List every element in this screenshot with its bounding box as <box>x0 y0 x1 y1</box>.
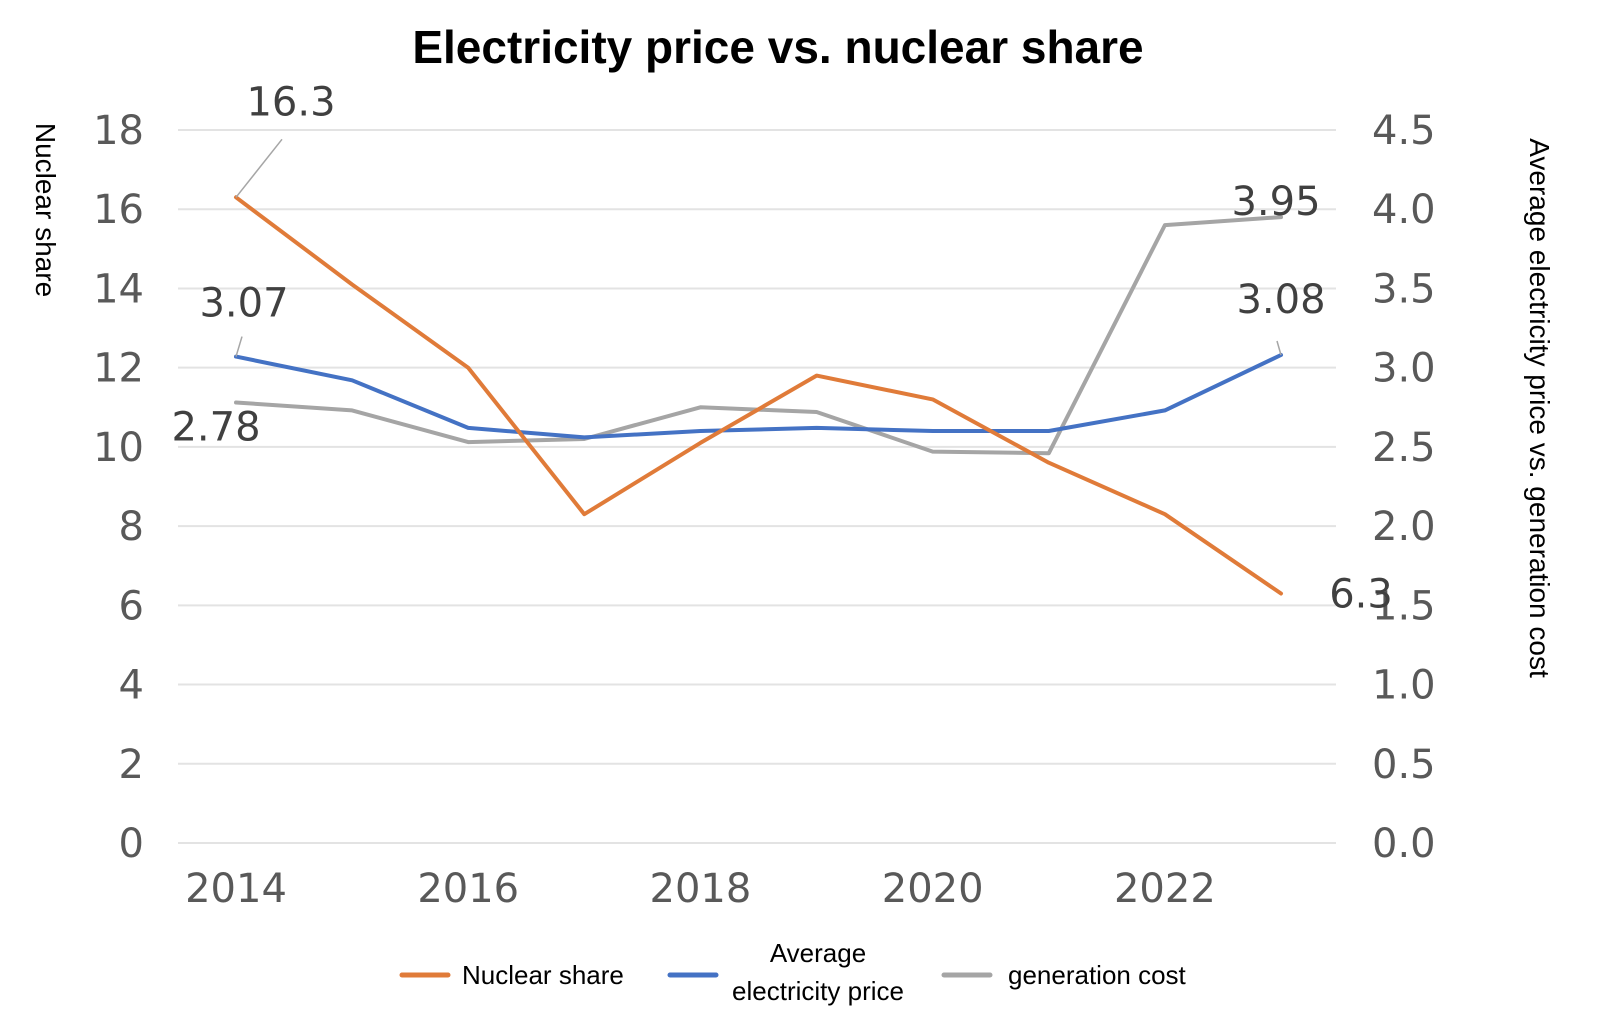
y-right-tick-label: 0.5 <box>1372 742 1436 788</box>
leader-line <box>235 336 243 357</box>
series-line-nuclear-share <box>234 195 1283 596</box>
legend: Nuclear share Average electricity price gen… <box>399 938 1187 1006</box>
y-left-tick-label: 8 <box>119 504 144 550</box>
data-label: 2.78 <box>171 405 260 451</box>
data-label: 3.08 <box>1236 277 1325 323</box>
series-lines <box>234 195 1283 596</box>
y-left-tick-label: 12 <box>93 346 144 392</box>
x-tick-label: 2022 <box>1114 866 1216 912</box>
x-tick-label: 2016 <box>417 866 519 912</box>
y-axis-right-ticks: 0.0 0.5 1.0 1.5 2.0 2.5 3.0 3.5 4.0 4.5 <box>1372 108 1436 867</box>
y-left-tick-label: 16 <box>93 187 144 233</box>
y-right-tick-label: 2.5 <box>1372 425 1436 471</box>
x-tick-label: 2020 <box>882 866 984 912</box>
y-left-tick-label: 18 <box>93 108 144 154</box>
legend-label: generation cost <box>1008 960 1187 990</box>
y-axis-left-title: Nuclear share <box>30 123 61 297</box>
gridlines <box>178 129 1336 844</box>
data-label: 3.07 <box>199 281 288 327</box>
leader-line <box>235 138 283 198</box>
y-left-tick-label: 6 <box>119 583 144 629</box>
leader-line <box>1276 340 1282 356</box>
y-axis-right-title: Average electricity price vs. generation… <box>1524 138 1555 678</box>
y-left-tick-label: 0 <box>119 821 144 867</box>
y-left-tick-label: 10 <box>93 425 144 471</box>
y-right-tick-label: 1.5 <box>1372 583 1436 629</box>
y-right-tick-label: 4.0 <box>1372 187 1436 233</box>
legend-label: Nuclear share <box>462 960 624 990</box>
x-tick-label: 2018 <box>650 866 752 912</box>
y-left-tick-label: 2 <box>119 742 144 788</box>
y-left-tick-label: 14 <box>93 266 144 312</box>
legend-label: electricity price <box>732 976 904 1006</box>
y-right-tick-label: 4.5 <box>1372 108 1436 154</box>
y-left-tick-label: 4 <box>119 663 144 709</box>
data-labels: 16.3 6.3 3.07 3.08 2.78 3.95 <box>171 79 1392 617</box>
legend-label: Average <box>770 938 866 968</box>
y-right-tick-label: 2.0 <box>1372 504 1436 550</box>
data-label: 6.3 <box>1329 571 1393 617</box>
x-axis-ticks: 2014 2016 2018 2020 2022 <box>185 866 1216 912</box>
data-label: 3.95 <box>1231 179 1320 225</box>
series-line-average-electricity-price <box>234 353 1283 440</box>
data-label-leader-lines <box>235 138 1282 357</box>
y-axis-left-ticks: 0 2 4 6 8 10 12 14 16 18 <box>93 108 144 867</box>
chart-title: Electricity price vs. nuclear share <box>412 21 1143 73</box>
y-right-tick-label: 1.0 <box>1372 663 1436 709</box>
y-right-tick-label: 0.0 <box>1372 821 1436 867</box>
y-right-tick-label: 3.5 <box>1372 266 1436 312</box>
y-right-tick-label: 3.0 <box>1372 346 1436 392</box>
data-label: 16.3 <box>246 79 335 125</box>
x-tick-label: 2014 <box>185 866 287 912</box>
